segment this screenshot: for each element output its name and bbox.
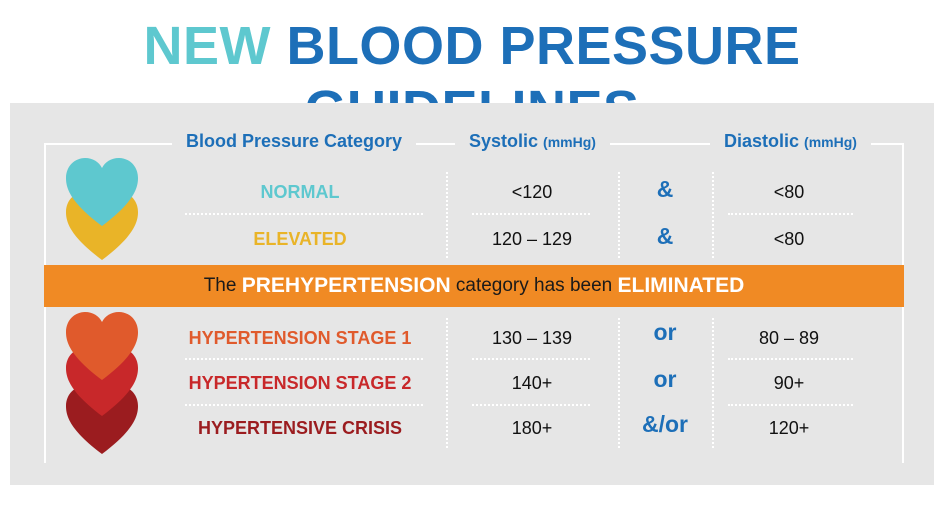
diastolic-stage-2: 90+ [773,373,805,393]
banner-highlight-prehypertension: PREHYPERTENSION [241,274,451,297]
category-stage-2: HYPERTENSION STAGE 2 [188,373,412,393]
row-divider [472,404,590,406]
title-new: NEW [143,16,271,76]
banner-text-2: category has been [450,275,618,296]
banner-highlight-eliminated: ELIMINATED [617,274,745,297]
row-divider [185,358,423,360]
heart-normal-icon [66,158,138,226]
separator [618,172,620,258]
heart-stack-hypertension-icon [66,312,138,454]
row-divider [728,358,853,360]
category-stage-1: HYPERTENSION STAGE 1 [188,328,412,348]
connector-normal: & [656,176,674,202]
systolic-stage-2: 140+ [511,373,553,393]
prehypertension-banner: The PREHYPERTENSION category has been EL… [44,265,904,307]
header-diastolic: Diastolic (mmHg) [710,130,871,152]
diastolic-elevated: <80 [773,229,805,249]
connector-stage-2: or [653,366,677,392]
systolic-elevated: 120 – 129 [491,229,573,249]
diastolic-normal: <80 [773,182,805,202]
separator [712,172,714,258]
diastolic-crisis: 120+ [768,418,810,438]
connector-crisis: &/or [642,411,688,437]
separator [618,318,620,448]
category-crisis: HYPERTENSIVE CRISIS [197,418,403,438]
systolic-stage-1: 130 – 139 [491,328,573,348]
systolic-crisis: 180+ [511,418,553,438]
separator [446,172,448,258]
heart-stage-2-icon [66,348,138,416]
row-divider [185,404,423,406]
heart-crisis-icon [66,386,138,454]
connector-elevated: & [656,223,674,249]
category-normal: NORMAL [260,182,340,202]
header-category: Blood Pressure Category [172,130,417,152]
row-divider [728,404,853,406]
systolic-normal: <120 [511,182,553,202]
separator [712,318,714,448]
row-divider [472,213,590,215]
separator [446,318,448,448]
heart-stack-normal-icon [66,158,138,260]
header-systolic: Systolic (mmHg) [455,130,610,152]
row-divider [472,358,590,360]
diastolic-stage-1: 80 – 89 [758,328,820,348]
connector-stage-1: or [653,319,677,345]
category-elevated: ELEVATED [253,229,347,249]
heart-stage-1-icon [66,312,138,380]
row-divider [728,213,853,215]
row-divider [185,213,423,215]
banner-text-1: The [203,275,242,296]
